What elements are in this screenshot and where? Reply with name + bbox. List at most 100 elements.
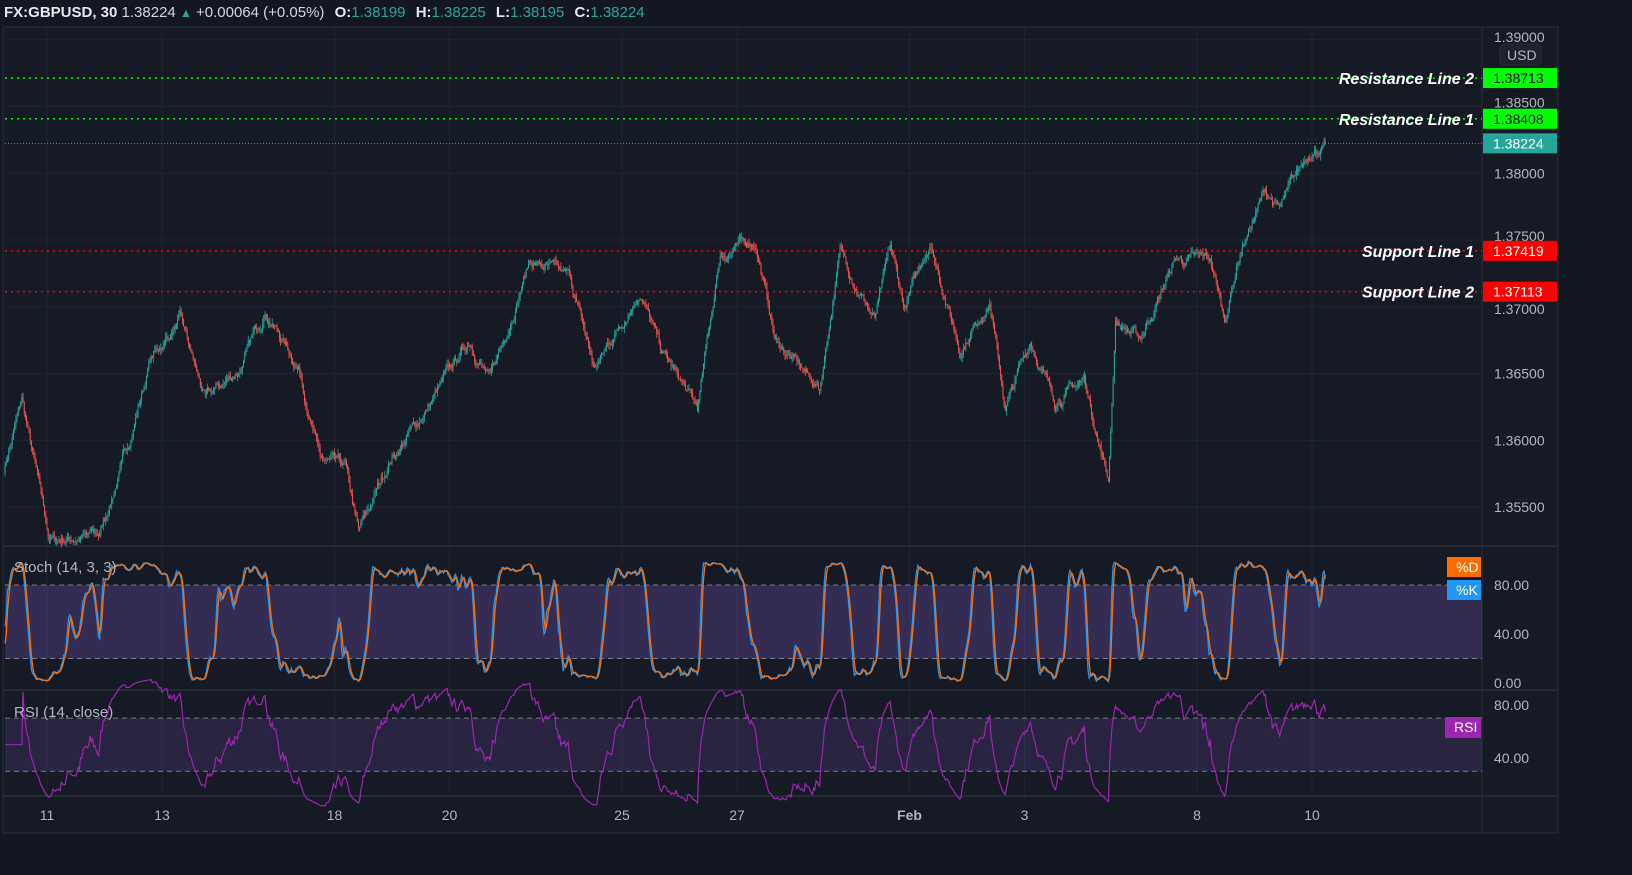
candle (367, 508, 369, 511)
candle (336, 455, 338, 458)
candle (329, 457, 331, 459)
candle (1012, 387, 1014, 390)
candle (1238, 261, 1240, 266)
candle (828, 328, 830, 339)
candle (705, 345, 707, 353)
candle (204, 390, 206, 394)
candle (1063, 397, 1065, 404)
stoch-legend: Stoch (14, 3, 3) (14, 559, 117, 576)
candle (1252, 220, 1254, 223)
candle (1237, 265, 1239, 268)
last-price-tag (1483, 133, 1557, 154)
candle (492, 363, 494, 369)
candle (1186, 259, 1188, 262)
candle (598, 360, 600, 364)
candle (950, 316, 952, 322)
symbol-title[interactable]: FX:GBPUSD, 30 (4, 4, 118, 21)
candle (1140, 338, 1142, 340)
candle (63, 541, 65, 543)
candle (1107, 477, 1109, 482)
candle (316, 433, 318, 438)
candle (292, 359, 294, 365)
candle (193, 359, 195, 363)
candle (1230, 293, 1232, 301)
price-axis-label: 1.38000 (1494, 165, 1545, 181)
candle (236, 375, 238, 377)
candle (657, 333, 659, 335)
candle (1034, 355, 1036, 358)
candle (179, 310, 181, 315)
candle (184, 326, 186, 330)
candle (29, 430, 31, 441)
candle (420, 421, 422, 423)
candle (484, 369, 486, 371)
candle (850, 278, 852, 280)
candle (811, 382, 813, 387)
currency-button[interactable]: USD (1499, 43, 1542, 66)
candle (587, 339, 589, 345)
candle (397, 453, 399, 456)
candle (1322, 145, 1324, 147)
candle (490, 368, 492, 372)
candle (141, 392, 143, 401)
candle (378, 483, 380, 485)
candle (980, 321, 982, 323)
candle (104, 520, 105, 522)
candle (1197, 251, 1199, 254)
candle (589, 344, 591, 350)
candle (1093, 421, 1095, 430)
candle (943, 297, 945, 300)
candle (106, 516, 108, 518)
candle (931, 248, 933, 250)
candle (1213, 271, 1215, 274)
candle (450, 364, 452, 367)
candle (501, 342, 503, 347)
time-axis-label: 13 (154, 807, 170, 823)
candle (1087, 394, 1089, 398)
candle (1014, 380, 1016, 388)
candle (797, 359, 799, 362)
candle (363, 514, 365, 516)
candle (310, 418, 312, 421)
candle (235, 375, 237, 377)
candle (149, 361, 151, 363)
candle (1094, 429, 1096, 434)
candle (665, 351, 667, 355)
candle (457, 362, 459, 364)
candle (28, 426, 30, 431)
candle (162, 344, 164, 350)
candle (42, 496, 44, 506)
candle (66, 537, 68, 541)
candle (1142, 334, 1144, 336)
candle (864, 299, 866, 304)
candle (779, 343, 781, 349)
candle (9, 447, 11, 453)
candle (924, 258, 926, 262)
candle (838, 254, 840, 264)
candle (1062, 403, 1064, 408)
candles (4, 137, 1326, 548)
candle (1221, 305, 1223, 309)
stoch-k-line (4, 560, 1326, 683)
candle (857, 292, 859, 296)
candle (1039, 367, 1041, 370)
candle (755, 247, 757, 251)
candle (268, 321, 270, 323)
candle (69, 537, 71, 540)
candle (70, 539, 72, 541)
candle (1165, 280, 1167, 286)
resistance-line-label: Resistance Line 2 (1339, 71, 1474, 88)
candle (953, 323, 955, 330)
candle (477, 363, 479, 366)
candle (585, 332, 587, 337)
candle (808, 372, 810, 374)
candle (764, 279, 766, 284)
candle (1149, 321, 1151, 323)
candle (888, 249, 890, 251)
candle (169, 334, 171, 340)
candle (372, 498, 374, 505)
candle (1103, 456, 1105, 458)
candle (500, 346, 502, 349)
stoch-axis-label: 80.00 (1494, 577, 1529, 593)
